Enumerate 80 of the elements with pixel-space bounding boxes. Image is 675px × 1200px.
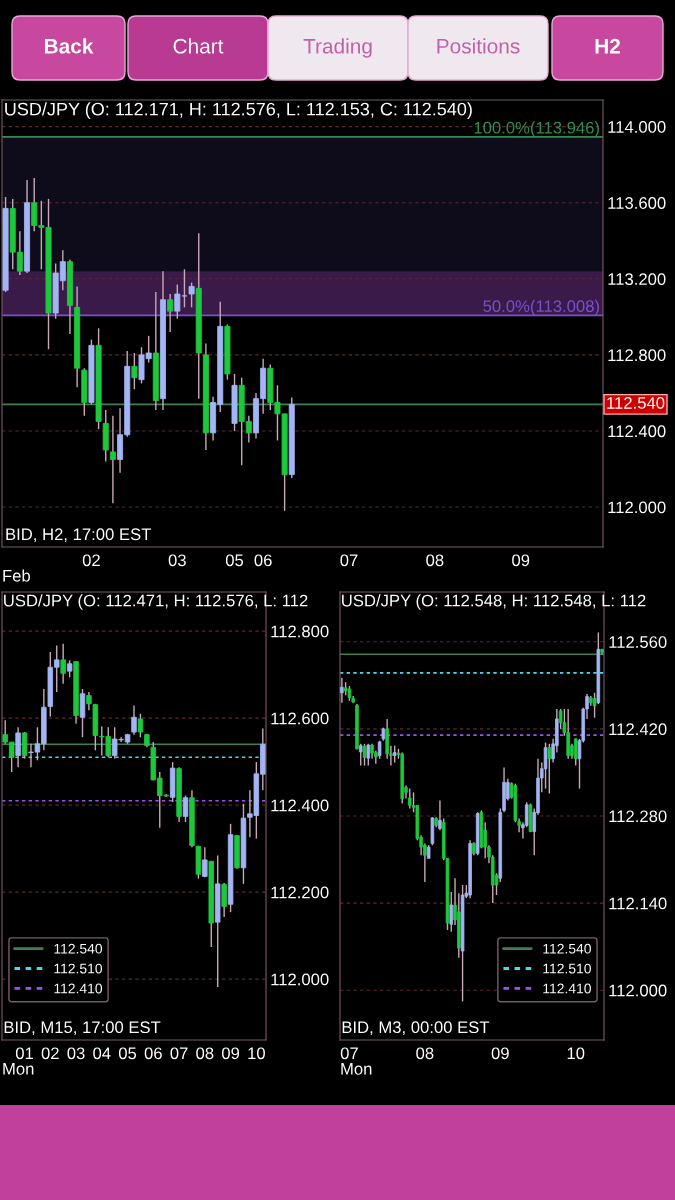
x-tick-label: 02	[82, 554, 100, 567]
annotation: 100.0%(113.946)	[474, 121, 599, 137]
chart-title: USD/JPY (O: 112.171, H: 112.576, L: 112.153, C: 112.540)	[5, 102, 472, 120]
candlestick	[137, 713, 144, 738]
annotation: BID, M3, 00:00 EST	[342, 1021, 490, 1036]
x-axis-title: Mon	[341, 1063, 372, 1075]
candlestick	[79, 688, 86, 738]
y-tick-label: 112.000	[609, 984, 667, 997]
x-tick-label: 03	[168, 554, 186, 567]
candlestick	[358, 743, 363, 767]
x-tick-label: 01	[15, 1047, 33, 1060]
ref-line-label: 112.540	[607, 397, 665, 409]
x-axis-title: Feb	[3, 569, 31, 582]
text: H2	[595, 38, 620, 54]
y-tick-label: 112.000	[608, 501, 666, 514]
candlestick	[167, 293, 174, 333]
candlestick	[566, 708, 570, 760]
candlestick	[109, 415, 116, 504]
legend-label: 112.410	[54, 983, 103, 994]
x-tick-label: 06	[254, 554, 272, 567]
legend-label: 112.510	[54, 963, 103, 974]
candlestick	[131, 704, 137, 736]
text: Positions	[437, 38, 520, 54]
candlestick	[407, 787, 412, 810]
x-tick-label: 07	[340, 1047, 358, 1060]
x-tick-label: 03	[67, 1047, 85, 1060]
x-tick-label: 09	[491, 1047, 509, 1060]
annotation: 50.0%(113.008)	[483, 299, 599, 316]
y-tick-label: 112.000	[271, 973, 329, 986]
y-tick-label: 112.400	[271, 799, 329, 812]
chart-title: USD/JPY (O: 112.471, H: 112.576, L: 112	[4, 594, 308, 610]
text: Trading	[303, 38, 372, 58]
annotation: BID, M15, 17:00 EST	[4, 1021, 161, 1036]
y-tick-label: 112.560	[609, 636, 667, 648]
x-tick-label: 07	[170, 1047, 188, 1060]
y-tick-label: 112.140	[609, 897, 667, 910]
legend-label: 112.510	[543, 963, 591, 974]
text: Back	[44, 38, 94, 54]
y-tick-label: 113.600	[608, 197, 666, 209]
legend-label: 112.410	[543, 983, 591, 994]
x-tick-label: 02	[41, 1047, 59, 1060]
candlestick	[188, 281, 195, 309]
y-tick-label: 112.800	[271, 625, 329, 638]
x-tick-label: 09	[512, 554, 530, 567]
y-tick-label: 112.200	[271, 886, 329, 899]
candlestick	[21, 731, 28, 760]
y-tick-label: 112.400	[608, 425, 666, 438]
y-tick-label: 112.420	[609, 723, 667, 736]
candlestick	[182, 794, 189, 823]
x-tick-label: 08	[426, 554, 444, 567]
x-tick-label: 07	[340, 554, 358, 567]
legend-label: 112.540	[543, 943, 591, 954]
candlestick	[221, 882, 227, 918]
legend-label: 112.540	[54, 943, 103, 954]
y-tick-label: 112.280	[609, 810, 667, 823]
y-tick-label: 112.800	[608, 349, 666, 362]
x-tick-label: 08	[196, 1047, 214, 1060]
x-tick-label: 09	[221, 1047, 240, 1060]
candlestick	[86, 691, 92, 712]
x-tick-label: 08	[416, 1047, 434, 1060]
annotation: BID, H2, 17:00 EST	[6, 528, 151, 543]
x-axis-title: Mon	[3, 1063, 34, 1075]
candlestick	[543, 741, 548, 790]
x-tick-label: 06	[144, 1047, 162, 1060]
candlestick	[15, 726, 21, 768]
y-tick-label: 114.000	[608, 121, 666, 133]
x-tick-label: 10	[248, 1047, 265, 1060]
y-tick-label: 113.200	[608, 273, 666, 285]
candlestick	[340, 677, 344, 704]
candlestick	[60, 643, 66, 685]
y-tick-label: 112.600	[271, 712, 329, 725]
text: Chart	[173, 38, 224, 54]
candlestick	[547, 743, 552, 795]
x-tick-label: 05	[118, 1047, 137, 1060]
candlestick	[202, 846, 208, 879]
chart-title: USD/JPY (O: 112.548, H: 112.548, L: 112	[342, 594, 646, 610]
candlestick	[131, 352, 138, 390]
x-tick-label: 04	[93, 1047, 111, 1060]
x-tick-label: 05	[225, 554, 244, 567]
x-tick-label: 10	[567, 1047, 585, 1060]
